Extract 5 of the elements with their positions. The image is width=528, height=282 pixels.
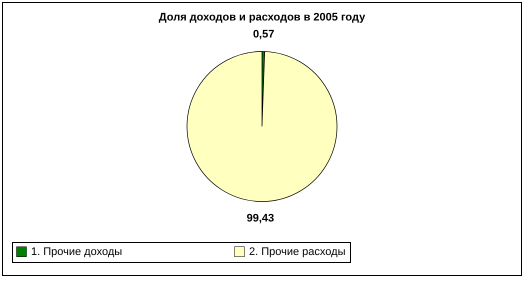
- data-label: 0,57: [252, 28, 274, 41]
- data-label: 99,43: [246, 212, 274, 224]
- chart-title: Доля доходов и расходов в 2005 году: [158, 12, 366, 24]
- legend-label: 2. Прочие расходы: [249, 246, 346, 258]
- legend-label: 1. Прочие доходы: [31, 246, 122, 258]
